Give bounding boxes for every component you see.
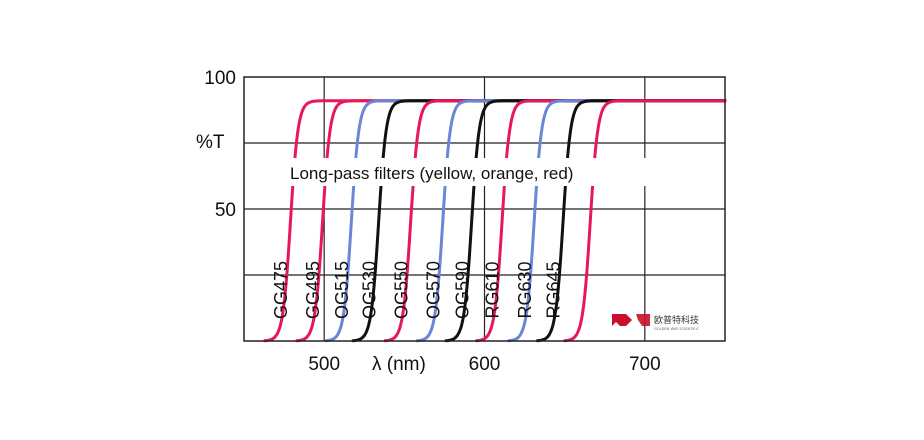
y-tick-labels: 50 100 xyxy=(204,68,236,221)
y-axis-label: %T xyxy=(196,132,225,153)
plot-frame xyxy=(243,76,726,342)
series-labels: GG475 GG495 OG515 OG530 OG550 OG570 OG590 RG610… xyxy=(271,261,564,319)
series-label: GG475 xyxy=(271,261,291,319)
series-label: OG515 xyxy=(332,261,352,319)
chart-title-group: Long-pass filters (yellow, orange, red) xyxy=(283,158,685,186)
series-label: OG530 xyxy=(359,261,379,319)
x-tick-label: 500 xyxy=(308,354,340,375)
plot-area: GG475 GG495 OG515 OG530 OG550 OG570 OG590 RG610… xyxy=(243,76,727,343)
logo-brand-english: GOLDEN WAY SCIENTIFIC xyxy=(654,327,700,331)
chart-title-background xyxy=(283,158,685,186)
series-label: OG550 xyxy=(391,261,411,319)
logo-brand-chinese: 欧普特科技 xyxy=(654,314,699,326)
series-label: OG570 xyxy=(423,261,443,319)
series-curves xyxy=(263,99,727,343)
grid-lines xyxy=(244,77,725,341)
series-curve-unlabeled xyxy=(563,99,727,343)
series-label: GG495 xyxy=(303,261,323,319)
series-label: RG645 xyxy=(544,261,564,318)
x-tick-labels: 500 600 700 xyxy=(308,354,660,375)
chart-title: Long-pass filters (yellow, orange, red) xyxy=(290,164,573,183)
y-tick-label: 100 xyxy=(204,68,236,89)
x-tick-label: 600 xyxy=(469,354,501,375)
series-label: RG630 xyxy=(515,261,535,318)
x-axis-label: λ (nm) xyxy=(372,354,426,375)
y-tick-label: 50 xyxy=(215,200,236,221)
series-label: OG590 xyxy=(452,261,472,319)
watermark-logo: 欧普特科技 GOLDEN WAY SCIENTIFIC xyxy=(612,314,700,331)
logo-mark-icon xyxy=(612,314,650,326)
x-tick-label: 700 xyxy=(629,354,661,375)
series-label: RG610 xyxy=(483,261,503,318)
